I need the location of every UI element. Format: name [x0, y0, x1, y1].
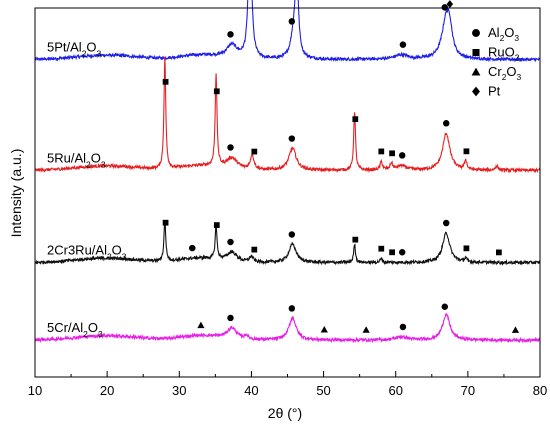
legend-marker-circle	[472, 29, 480, 37]
legend-marker-square	[472, 48, 480, 57]
series-line-3	[34, 220, 541, 266]
x-tick-label: 30	[172, 383, 186, 398]
peak-marker-square	[378, 148, 385, 155]
peak-marker-square	[378, 245, 385, 252]
legend-label: Al2O3	[488, 25, 519, 43]
plot-content: 5Pt/Al2O3 5Ru/Al2O3 2Cr3Ru/Al2O3 5Cr/Al2O3	[34, 0, 541, 344]
peak-marker-circle	[398, 152, 406, 159]
peak-marker-square	[213, 222, 220, 228]
peak-marker-circle	[288, 231, 296, 238]
x-tick-label: 70	[461, 383, 475, 398]
series-label-1: 5Pt/Al2O3	[47, 40, 102, 59]
peak-marker-circle	[399, 323, 407, 331]
peak-marker-triangle	[362, 326, 370, 333]
series-label-2: 5Ru/Al2O3	[47, 150, 106, 169]
series-line-2	[34, 56, 541, 174]
x-tick-label: 40	[244, 383, 258, 398]
peak-marker-square	[352, 236, 359, 243]
peak-marker-square	[162, 78, 169, 85]
x-axis-label: 2θ (°)	[268, 405, 302, 421]
peak-marker-square	[463, 245, 470, 252]
x-tick-label: 50	[316, 383, 330, 398]
peak-marker-circle	[398, 249, 406, 256]
plot-frame	[34, 7, 541, 378]
peak-marker-circle	[399, 41, 407, 48]
peak-marker-square	[389, 150, 395, 157]
x-tick-label: 80	[533, 383, 547, 398]
peak-marker-circle	[441, 303, 449, 310]
x-tick-label: 60	[388, 383, 402, 398]
peak-marker-square	[251, 246, 258, 253]
legend-label: Cr2O3	[488, 64, 522, 82]
peak-marker-circle	[288, 135, 296, 142]
peak-marker-square	[162, 219, 169, 226]
peak-marker-diamond	[446, 0, 454, 9]
x-tick-label: 20	[100, 383, 114, 398]
x-tick-label: 10	[28, 383, 42, 398]
peak-marker-circle	[288, 305, 296, 312]
legend-marker-diamond	[472, 86, 480, 97]
peak-marker-circle	[227, 31, 234, 38]
peak-marker-circle	[227, 144, 234, 151]
y-axis-label: Intensity (a.u.)	[8, 149, 24, 238]
legend-marker-triangle	[471, 67, 481, 76]
peak-marker-square	[463, 148, 470, 155]
legend-label: Pt	[488, 84, 501, 99]
peak-marker-square	[213, 88, 220, 95]
series-label-3: 2Cr3Ru/Al2O3	[47, 243, 127, 262]
peak-marker-circle	[442, 120, 450, 127]
series-line-1	[34, 0, 541, 63]
peak-marker-triangle	[197, 321, 205, 329]
peak-marker-triangle	[511, 326, 520, 333]
peak-marker-circle	[288, 18, 296, 25]
peak-marker-square	[495, 249, 502, 256]
peak-marker-square	[251, 148, 258, 155]
peak-marker-circle	[441, 4, 449, 11]
series-line-4	[34, 313, 541, 344]
x-axis-ticks: 10 20 30 40 50 60 70 80	[28, 371, 547, 398]
peak-marker-square	[352, 116, 359, 123]
legend-label: RuO2	[488, 45, 520, 63]
peak-marker-circle	[227, 238, 234, 246]
peak-marker-circle	[189, 244, 196, 252]
peak-marker-circle	[442, 219, 450, 227]
peak-marker-triangle	[320, 325, 328, 333]
peak-marker-square	[389, 249, 395, 256]
peak-marker-circle	[227, 314, 234, 322]
series-label-4: 5Cr/Al2O3	[47, 320, 103, 339]
